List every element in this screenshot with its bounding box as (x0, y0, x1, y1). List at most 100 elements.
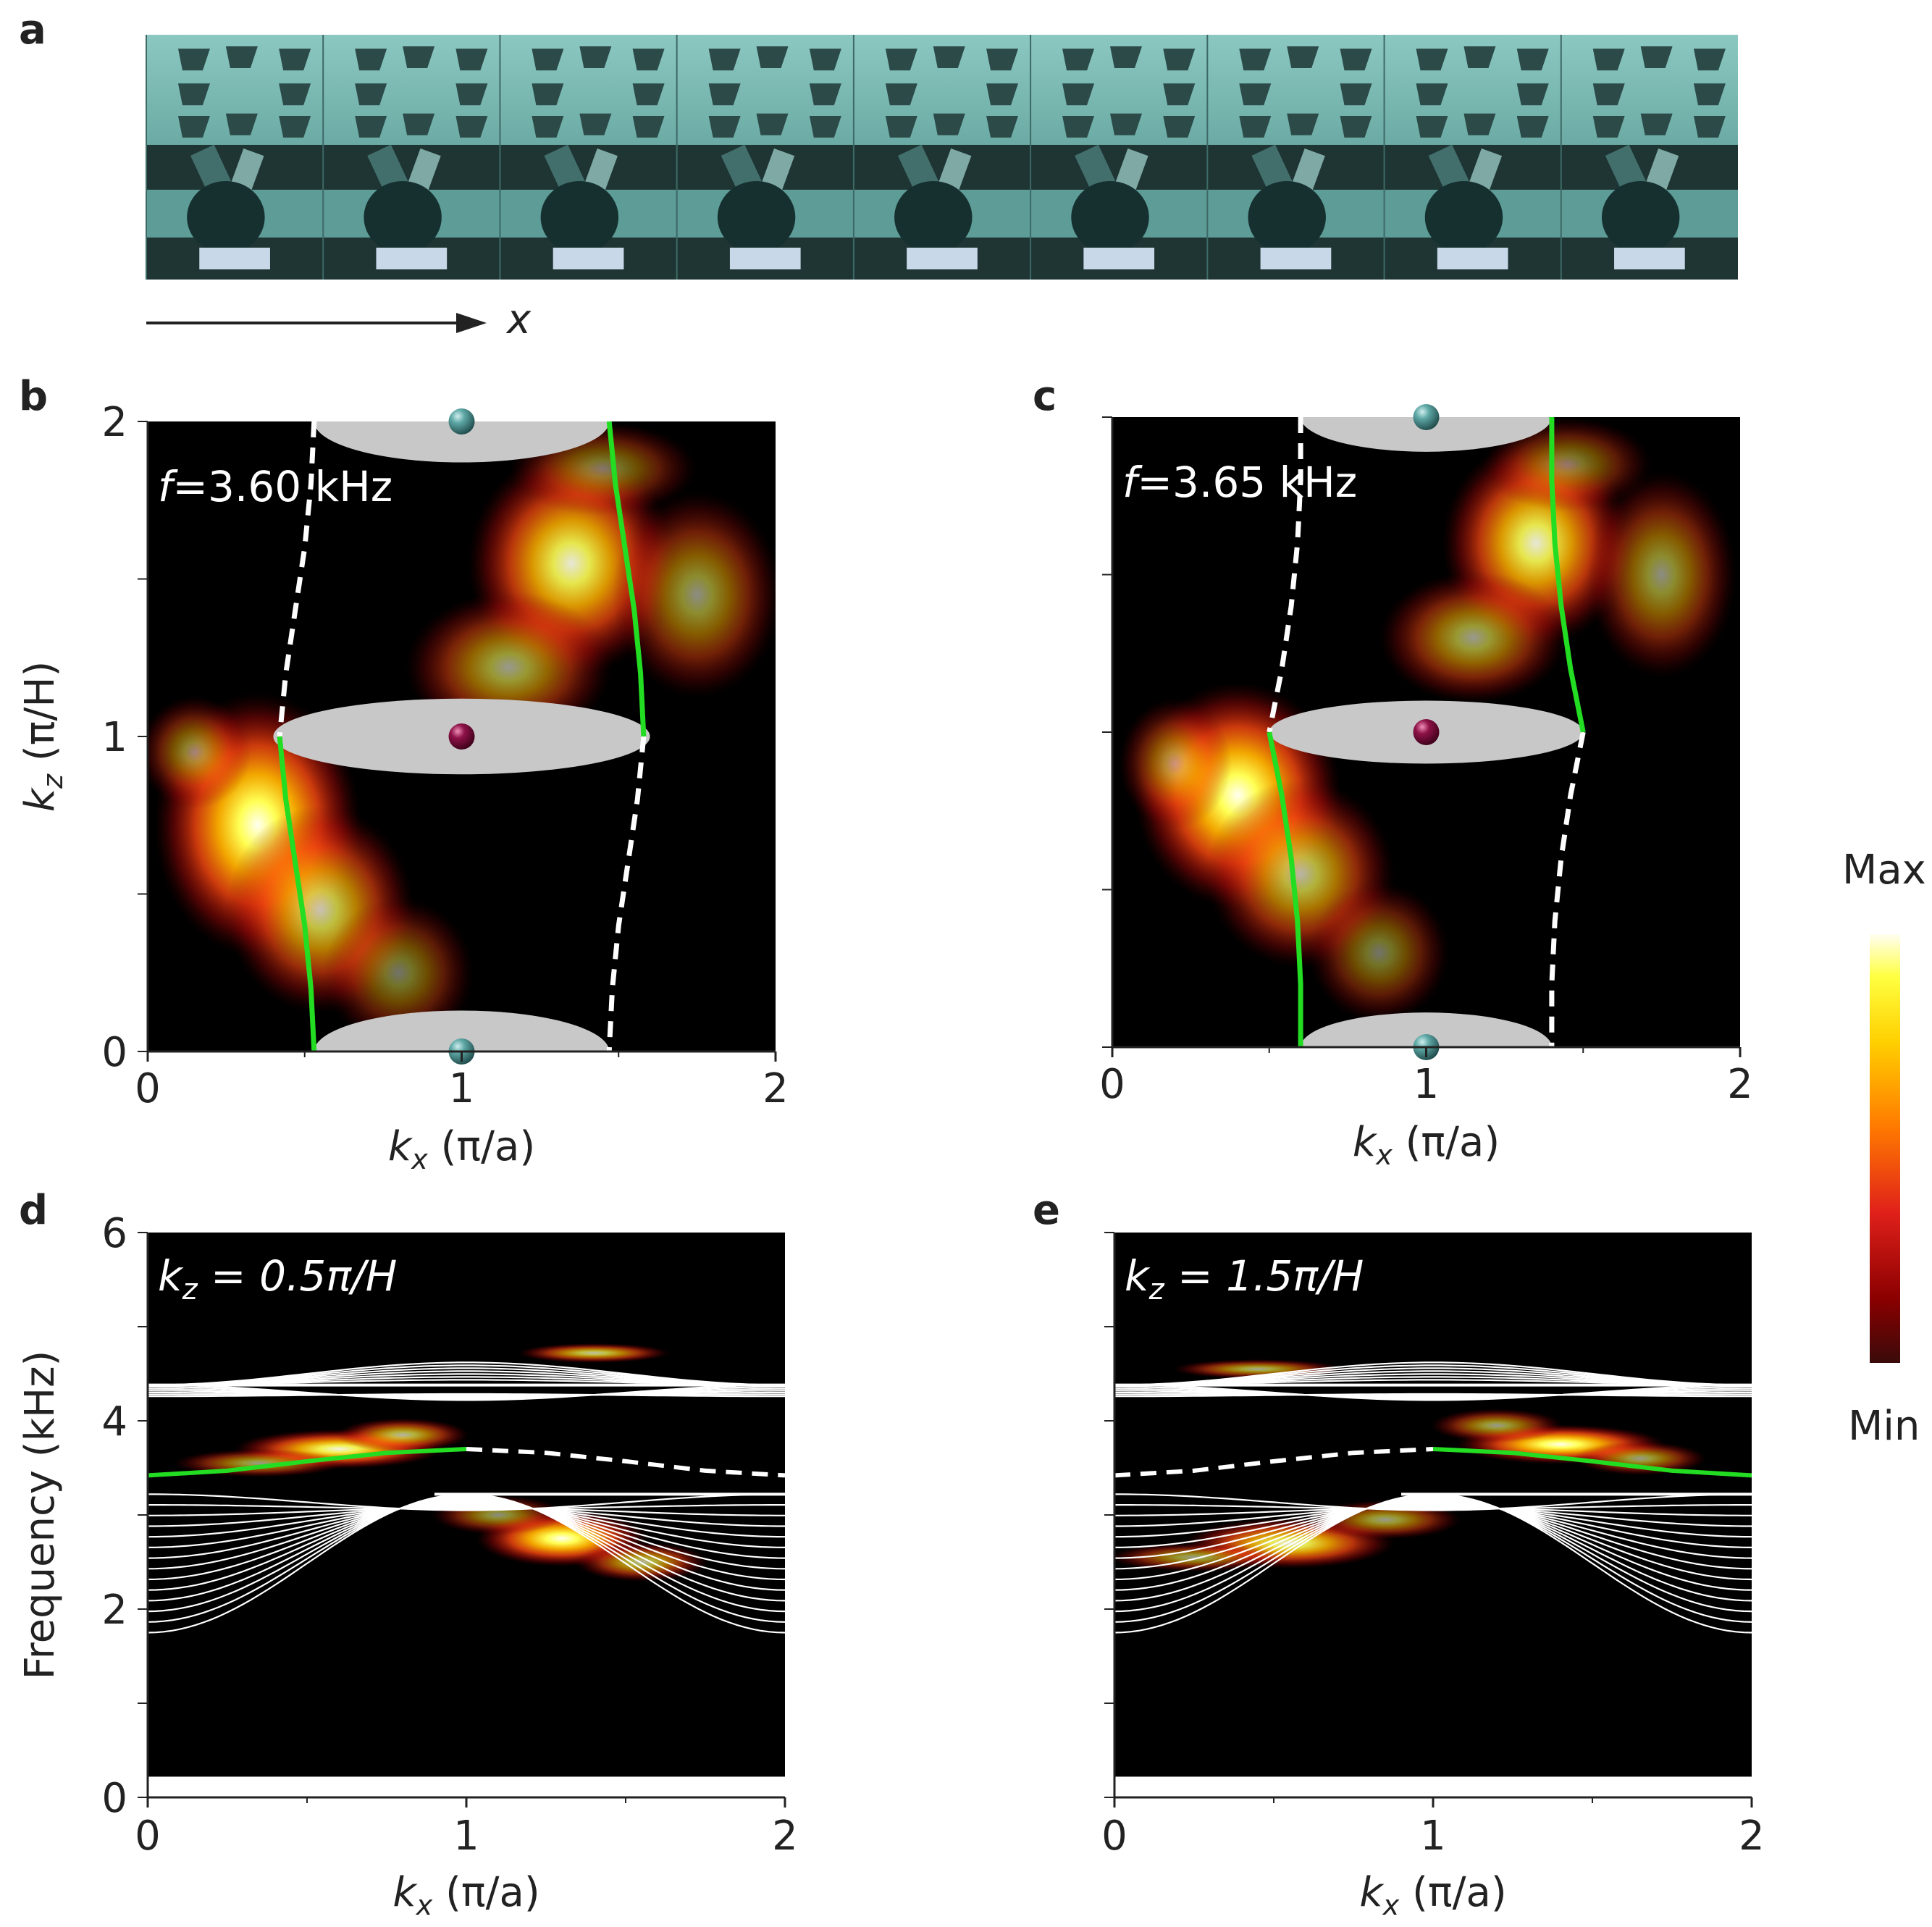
top-hole (225, 46, 258, 68)
top-hole (986, 83, 1019, 106)
cavity (894, 181, 973, 253)
y-tick-label: 6 (101, 1210, 127, 1257)
upper-bulk-band (148, 1391, 785, 1397)
top-hole (225, 113, 258, 135)
white-dashed-branch (1549, 731, 1586, 1047)
kz-annotation: kz = 0.5π/H (158, 1251, 397, 1306)
x-axis-subscript: x (411, 1143, 428, 1175)
top-hole (708, 49, 741, 71)
x-tick-label: 1 (449, 1065, 475, 1112)
x-direction-label: x (505, 296, 532, 343)
x-axis-label: kx (π/a) (388, 1123, 535, 1175)
top-hole (1163, 116, 1196, 138)
top-hole (279, 49, 311, 71)
top-hole (1287, 46, 1319, 68)
lower-bulk-band (148, 1504, 785, 1510)
cavity (540, 181, 619, 253)
plot-content (1114, 1359, 1752, 1634)
teal-sphere (448, 408, 475, 434)
top-hole (1516, 49, 1549, 71)
colorbar-gradient (1870, 934, 1900, 1363)
lower-bulk-band (148, 1500, 785, 1570)
top-hole (532, 116, 564, 138)
upper-bulk-band (148, 1387, 785, 1399)
y-axis-unit: (π/H) (17, 661, 64, 774)
top-hole (809, 116, 841, 138)
top-hole (708, 83, 741, 106)
lower-bulk-band (1114, 1499, 1752, 1581)
annotation-value: =3.65 kHz (1137, 458, 1357, 507)
lower-bulk-band (148, 1507, 785, 1516)
lower-bulk-band (148, 1495, 785, 1613)
unit-cell (1030, 35, 1196, 280)
bulk-projection-ellipse (1301, 1012, 1552, 1047)
upper-bulk-band (1114, 1390, 1752, 1398)
annotation-value: = 0.5π/H (198, 1251, 398, 1301)
x-axis-unit: (π/a) (432, 1869, 539, 1916)
lower-bulk-band (1114, 1493, 1752, 1511)
x-tick-label: 2 (1739, 1813, 1765, 1860)
top-hole (885, 49, 917, 71)
top-hole (355, 83, 387, 106)
white-dashed-branch (606, 736, 647, 1051)
top-hole (279, 83, 311, 106)
y-axis-variable: k (17, 786, 64, 812)
upper-bulk-band (1114, 1386, 1752, 1401)
heat-blob (1114, 1543, 1280, 1571)
cavity (1071, 181, 1149, 253)
top-hole (1592, 116, 1625, 138)
colorbar-max-label: Max (1842, 847, 1926, 894)
heat-blob (517, 1343, 671, 1364)
bottom-opening (907, 248, 978, 269)
white-dashed-branch (277, 421, 317, 737)
top-hole (756, 46, 789, 68)
x-axis-unit: (π/a) (428, 1123, 535, 1170)
bulk-bands (1114, 1361, 1752, 1634)
heat-blob (1482, 417, 1652, 512)
heat-blob (1429, 1408, 1564, 1443)
x-direction-arrow (146, 313, 487, 333)
upper-bulk-band (1114, 1391, 1752, 1397)
x-tick-label: 1 (1420, 1813, 1446, 1860)
x-tick-label: 0 (1099, 1061, 1125, 1108)
magenta-sphere (448, 723, 475, 750)
top-hole (885, 116, 917, 138)
unit-cell (322, 35, 488, 280)
heat-blob (1573, 1441, 1708, 1476)
x-tick-label: 2 (1727, 1061, 1753, 1108)
top-hole (1640, 113, 1673, 135)
top-hole (1340, 116, 1372, 138)
y-axis-label: kz (π/H) (17, 661, 69, 813)
top-hole (1062, 49, 1095, 71)
lower-bulk-band (148, 1504, 785, 1538)
top-hole (1287, 113, 1319, 135)
upper-bulk-band (148, 1361, 785, 1386)
panel-label-b: b (19, 373, 48, 420)
top-hole (1163, 49, 1196, 71)
frequency-annotation: f=3.65 kHz (1122, 458, 1357, 507)
y-axis-subscript: z (37, 773, 69, 789)
top-hole (1239, 83, 1272, 106)
top-hole (1463, 113, 1496, 135)
top-hole (1416, 116, 1448, 138)
x-tick-label: 2 (772, 1813, 798, 1860)
upper-bulk-band (1114, 1393, 1752, 1398)
green-surface-branch (606, 421, 647, 737)
top-hole (1110, 46, 1143, 68)
y-tick-label: 2 (101, 399, 127, 446)
bottom-opening (1083, 248, 1155, 269)
top-hole (708, 116, 741, 138)
x-axis-variable: k (388, 1123, 413, 1170)
annotation-subscript: z (1148, 1273, 1165, 1306)
top-hole (279, 116, 311, 138)
y-axis-label: Frequency (kHz) (17, 1351, 64, 1680)
top-hole (809, 83, 841, 106)
heat-blob (335, 1418, 470, 1452)
white-dashed-surface-band (466, 1447, 785, 1478)
heat-blob (323, 897, 474, 1049)
colorbar: Max Min (1842, 847, 1926, 1450)
y-tick-label: 2 (101, 1587, 127, 1634)
